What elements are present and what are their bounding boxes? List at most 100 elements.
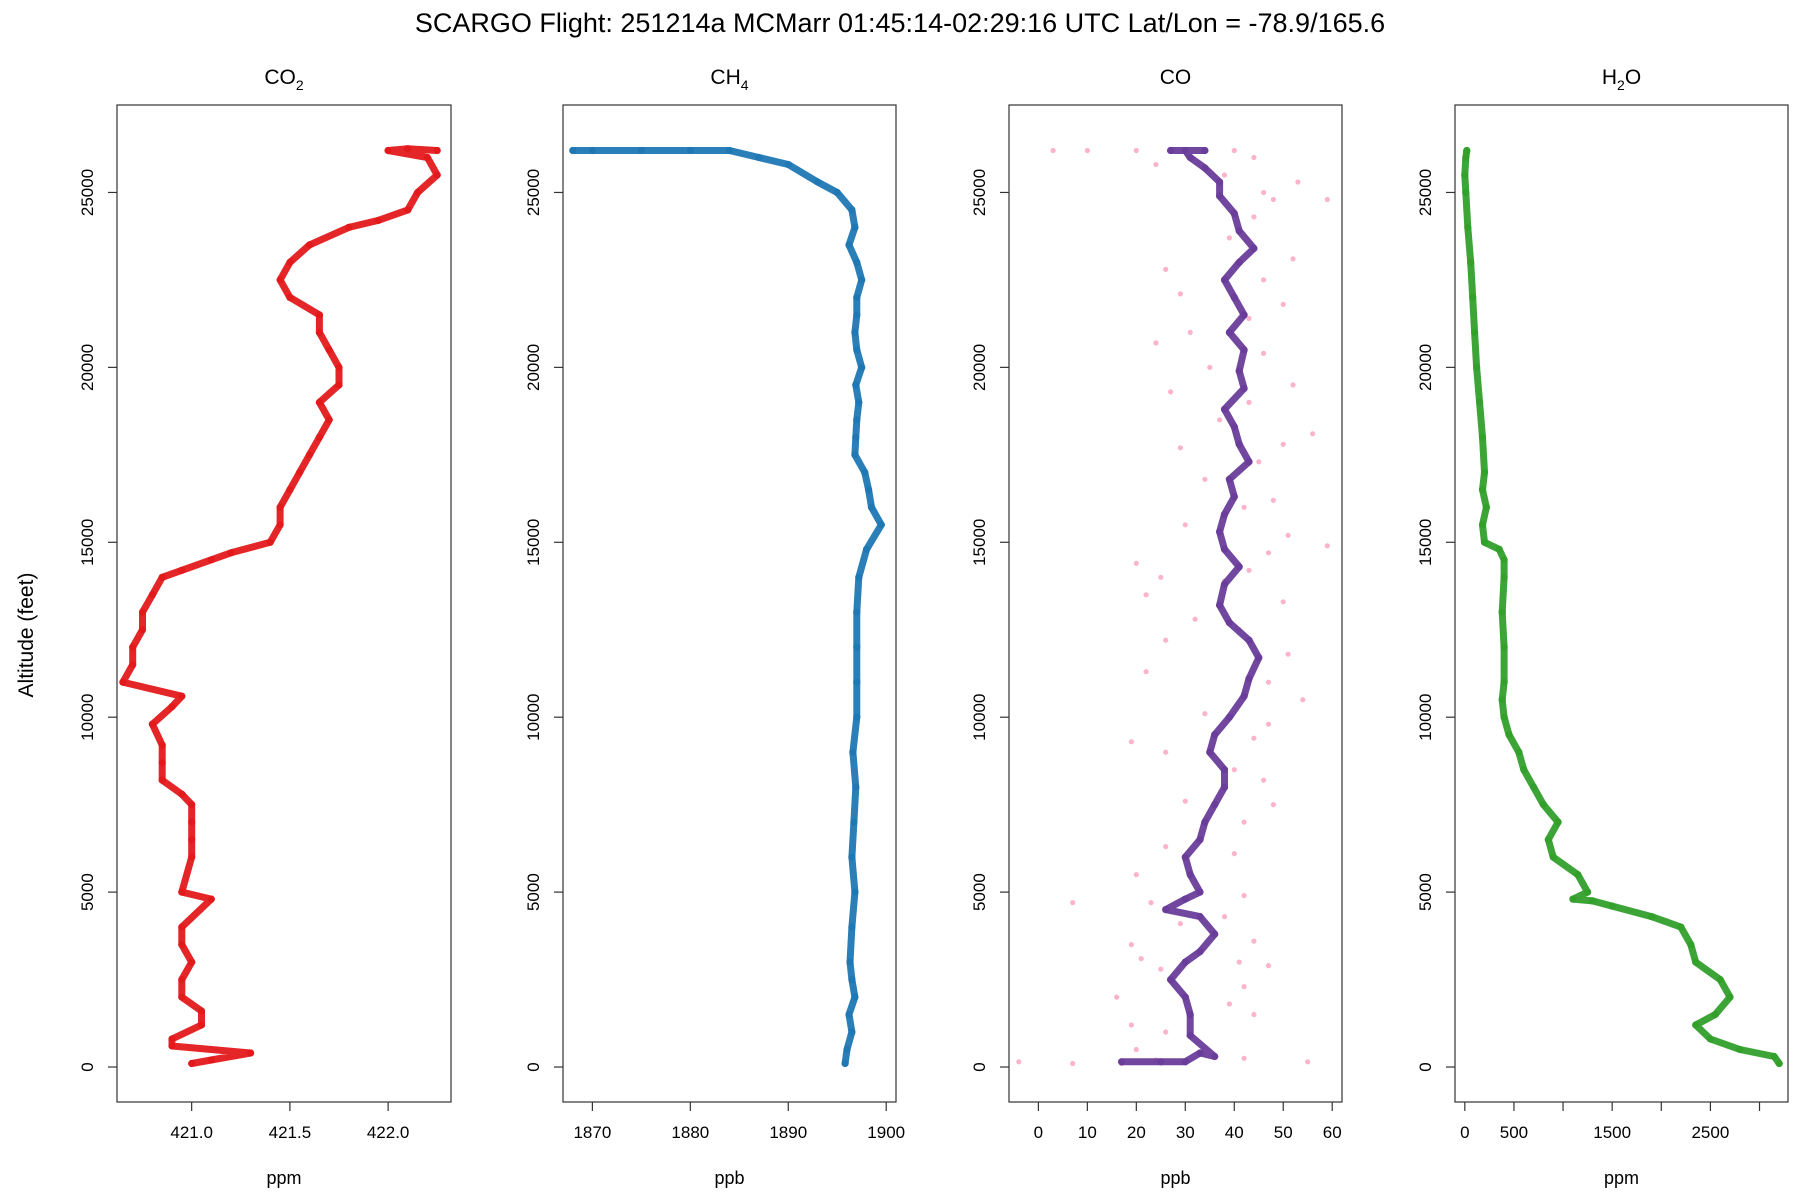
plot-frame [1008, 104, 1343, 1103]
data-point [1280, 599, 1286, 605]
x-tick-label: 0 [1034, 1123, 1043, 1142]
data-point [1711, 1010, 1719, 1019]
data-point [1201, 164, 1209, 172]
data-point [1270, 802, 1276, 808]
y-tick-label: 20000 [524, 344, 543, 391]
data-point [1498, 696, 1506, 704]
data-point [858, 276, 866, 284]
data-point [168, 1035, 176, 1043]
data-point [1177, 921, 1183, 927]
data-point [1196, 1049, 1204, 1057]
data-point [178, 888, 186, 896]
data-point [178, 923, 186, 931]
x-tick-label: 30 [1176, 1123, 1195, 1142]
data-point [1250, 244, 1258, 252]
data-point [1265, 963, 1272, 969]
data-point [188, 958, 196, 966]
data-point [1464, 223, 1472, 231]
data-point [851, 328, 859, 336]
data-point [1280, 301, 1286, 307]
data-point [1461, 171, 1469, 179]
x-axis-label: ppb [1160, 1168, 1190, 1188]
data-point [1163, 1029, 1169, 1035]
data-point [1310, 431, 1316, 437]
data-point [296, 468, 304, 476]
data-point [188, 1059, 196, 1068]
data-point [1235, 227, 1243, 235]
panel-title-main: CH [710, 66, 740, 89]
data-point [1225, 328, 1233, 336]
y-tick-label: 5000 [970, 873, 989, 911]
data-point [1295, 179, 1301, 185]
data-point [1495, 545, 1503, 553]
data-point [1241, 819, 1247, 825]
data-point [1128, 739, 1134, 745]
data-point [207, 1056, 215, 1064]
data-point [1201, 818, 1209, 826]
data-point [1216, 192, 1224, 200]
data-point [178, 692, 186, 700]
data-point [1770, 1052, 1778, 1061]
data-point [1285, 532, 1291, 538]
data-point [1186, 1031, 1194, 1040]
data-point [1539, 801, 1547, 809]
data-point [335, 381, 343, 389]
data-point [1692, 1021, 1700, 1029]
data-point [1167, 976, 1175, 984]
data-point [1270, 497, 1276, 503]
data-point [1181, 958, 1189, 966]
data-point [1608, 902, 1616, 910]
data-point [1256, 459, 1262, 465]
data-point [848, 206, 856, 214]
data-point [1544, 836, 1552, 844]
data-point [1225, 475, 1233, 483]
data-point [853, 258, 861, 266]
data-point [841, 1059, 849, 1068]
data-point [1143, 592, 1149, 598]
data-point [129, 643, 137, 651]
y-tick-label: 20000 [970, 344, 989, 391]
data-point [158, 573, 166, 581]
x-axis-label: ppm [1604, 1168, 1639, 1188]
data-point [335, 363, 343, 371]
y-tick-label: 25000 [78, 169, 97, 216]
data-point [1692, 958, 1700, 966]
data-point [1163, 749, 1169, 755]
data-point [1462, 153, 1470, 162]
y-tick-label: 15000 [524, 519, 543, 566]
data-point [1261, 350, 1267, 356]
data-point [1241, 504, 1247, 510]
data-point [286, 258, 294, 266]
data-point [1246, 315, 1252, 321]
data-point [1016, 1059, 1022, 1065]
data-point [227, 549, 235, 557]
data-point [1158, 966, 1164, 972]
data-point [848, 1028, 856, 1036]
data-point [1162, 906, 1170, 914]
data-point [814, 178, 822, 186]
y-tick-label: 5000 [78, 873, 97, 911]
data-point [849, 748, 857, 756]
x-tick-label: 50 [1274, 1123, 1293, 1142]
data-point [1520, 766, 1528, 774]
data-point [725, 146, 734, 155]
data-point [1181, 993, 1189, 1001]
plot-frame [116, 104, 452, 1103]
data-point [404, 206, 412, 214]
data-point [148, 591, 156, 599]
data-point [1163, 266, 1169, 272]
data-point [1462, 188, 1470, 197]
data-point [1236, 959, 1242, 965]
data-point [1471, 328, 1479, 336]
data-point [1163, 844, 1169, 850]
x-tick-label: 421.5 [269, 1123, 312, 1142]
x-tick-label: 500 [1500, 1123, 1528, 1142]
data-point [1181, 853, 1189, 861]
data-point [852, 381, 860, 389]
data-point [846, 958, 854, 966]
data-point [848, 923, 856, 931]
data-point [374, 216, 382, 224]
data-point [1478, 521, 1487, 529]
data-point [851, 993, 859, 1001]
data-point [1505, 731, 1513, 739]
